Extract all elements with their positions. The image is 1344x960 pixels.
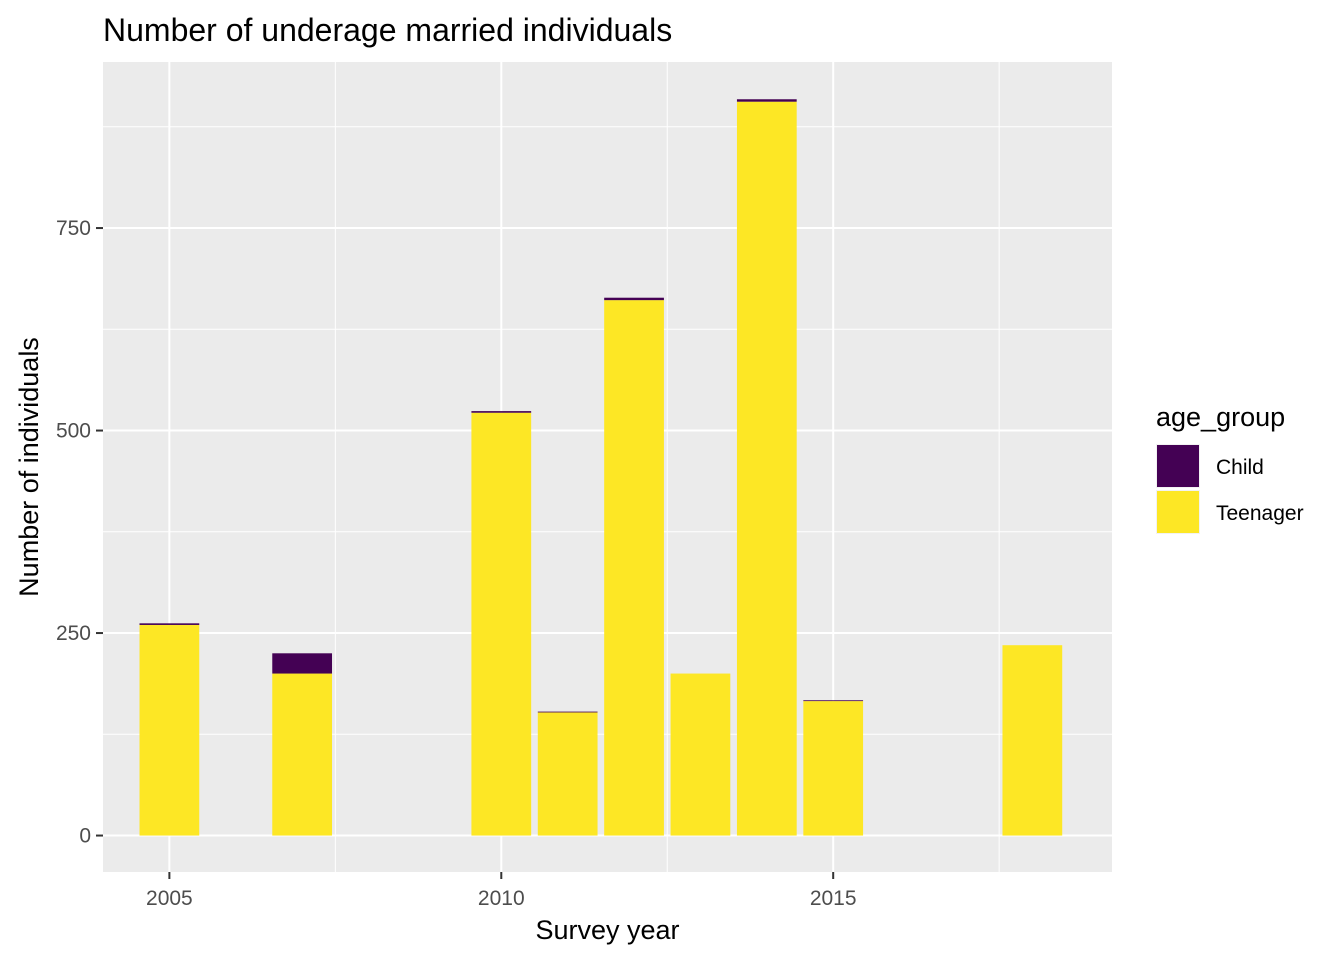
x-axis-title: Survey year [535, 915, 679, 945]
bar-child-2007 [272, 653, 333, 674]
bar-teenager-2015 [803, 701, 864, 836]
bar-child-2014 [736, 99, 797, 102]
legend-items: Child Teenager [1156, 444, 1304, 534]
x-axis-ticks: 2005 2010 2015 [146, 872, 857, 910]
y-axis-ticks: 0 250 500 750 [56, 217, 103, 848]
bar-child-2011 [537, 711, 598, 713]
chart-title: Number of underage married individuals [103, 12, 672, 48]
bar-teenager-2013 [670, 673, 731, 836]
bar-teenager-2018 [1002, 645, 1063, 836]
bar-teenager-2011 [537, 712, 598, 836]
bar-teenager-2010 [471, 412, 532, 836]
legend-swatch-teenager [1157, 491, 1199, 533]
y-tick-label: 250 [56, 622, 91, 645]
bar-child-2015 [803, 700, 864, 702]
bar-teenager-2012 [604, 300, 664, 836]
legend-label-teenager: Teenager [1216, 502, 1304, 525]
legend: age_group Child Teenager [1156, 402, 1304, 534]
y-tick-label: 0 [79, 825, 91, 848]
y-tick-label: 750 [56, 217, 91, 240]
legend-title: age_group [1156, 402, 1285, 432]
bars [139, 99, 1063, 836]
bar-child-2010 [471, 411, 532, 413]
bar-teenager-2007 [272, 673, 333, 836]
x-tick-label: 2010 [478, 887, 525, 910]
y-tick-label: 500 [56, 420, 91, 443]
bar-child-2005 [139, 623, 200, 625]
bar-child-2012 [604, 297, 664, 301]
legend-swatch-child [1157, 445, 1199, 487]
x-tick-label: 2015 [810, 887, 857, 910]
y-axis-title: Number of individuals [14, 337, 44, 597]
x-tick-label: 2005 [146, 887, 193, 910]
legend-label-child: Child [1216, 456, 1264, 479]
bar-teenager-2005 [139, 624, 200, 836]
bar-teenager-2014 [736, 101, 797, 836]
